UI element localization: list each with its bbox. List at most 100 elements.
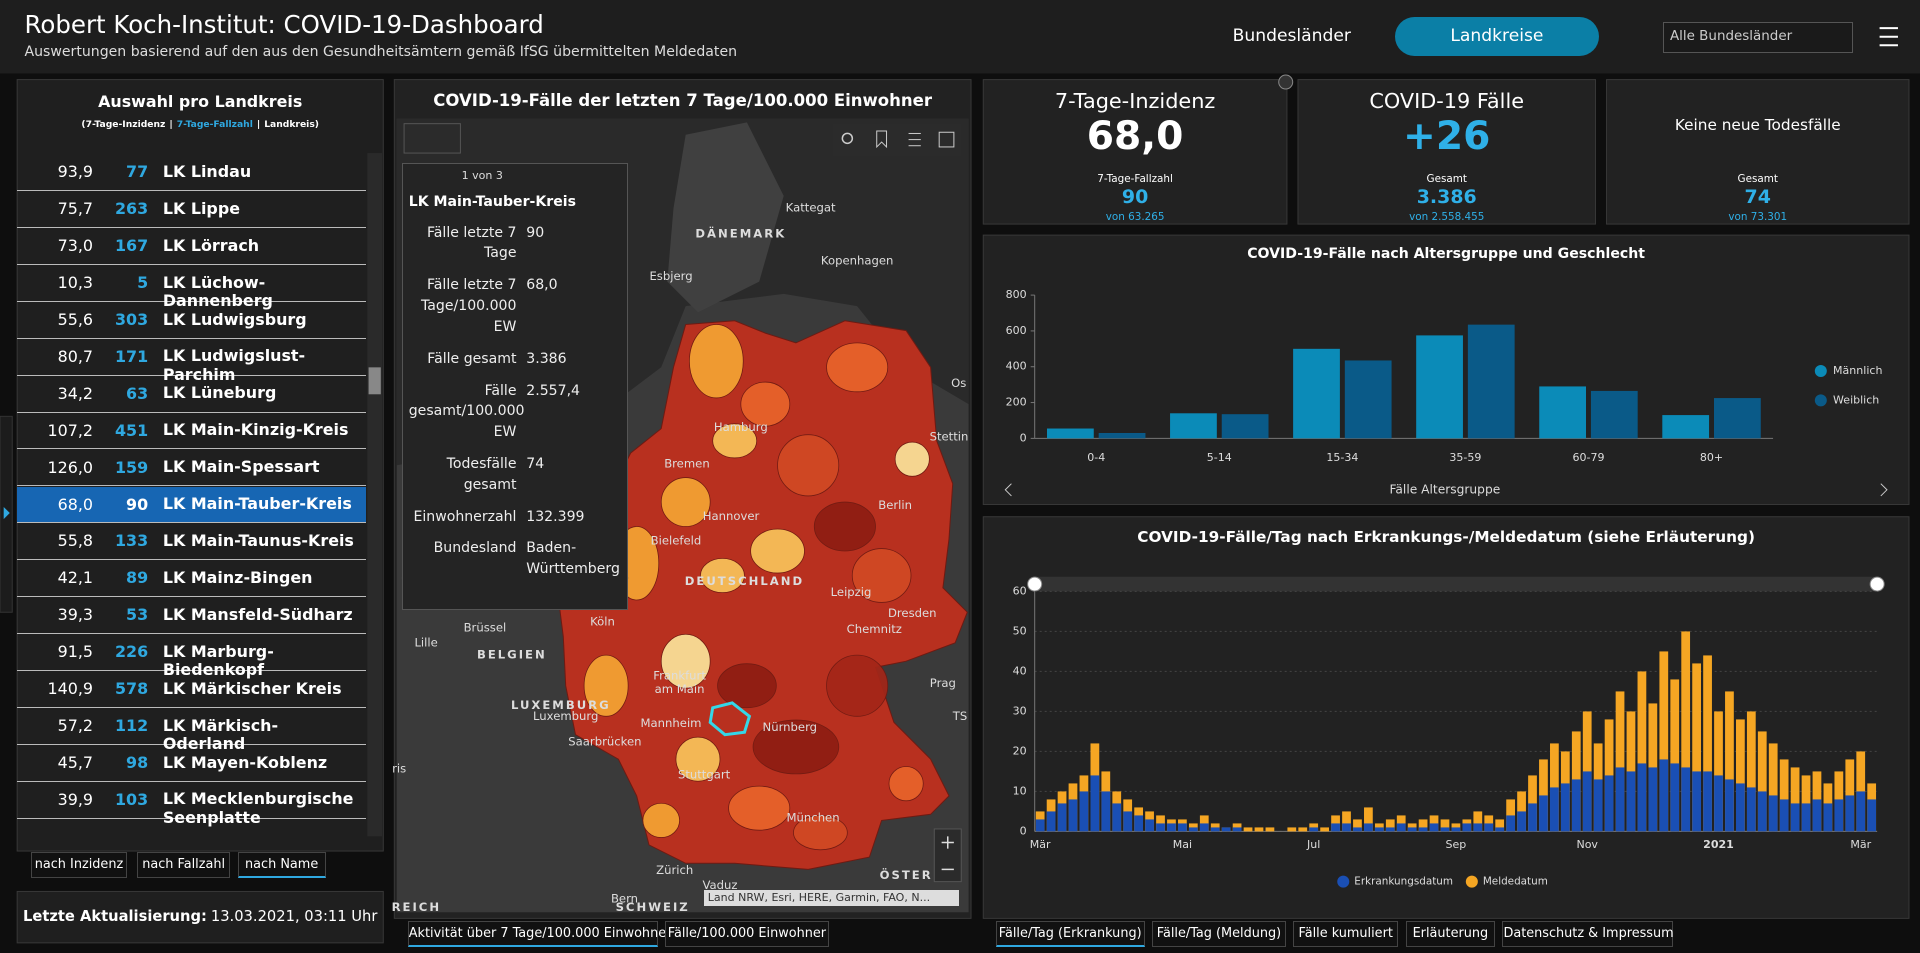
x-tick-label: Nov xyxy=(1576,838,1598,851)
map-label: Stettin xyxy=(930,430,969,444)
map-region xyxy=(675,736,721,782)
bar xyxy=(1670,763,1680,832)
bottom-tab[interactable]: Fälle/Tag (Meldung) xyxy=(1152,920,1286,947)
bar xyxy=(1101,791,1111,832)
list-subtitle-part: Landkreis) xyxy=(264,118,319,130)
popup-title: LK Main-Tauber-Kreis xyxy=(408,194,576,211)
list-row[interactable]: 80,7 171 LK Ludwigslust-Parchim xyxy=(17,339,367,384)
bottom-tab[interactable]: Erläuterung xyxy=(1405,920,1496,947)
list-row[interactable]: 91,5 226 LK Marburg-Biedenkopf xyxy=(17,634,367,679)
x-tick-label: Mär xyxy=(1850,838,1871,851)
map-tab[interactable]: Fälle/100.000 Einwohner xyxy=(664,920,829,947)
list-row[interactable]: 55,8 133 LK Main-Taunus-Kreis xyxy=(17,523,367,561)
bar xyxy=(1790,803,1800,832)
list-row[interactable]: 126,0 159 LK Main-Spessart xyxy=(17,450,367,487)
map-label: SCHWEIZ xyxy=(616,900,690,914)
map-region xyxy=(660,477,711,527)
bar xyxy=(1539,386,1587,439)
name: LK Lüchow-Dannenberg xyxy=(162,272,273,310)
legend-label: Weiblich xyxy=(1833,393,1879,406)
range-handle xyxy=(1869,576,1885,592)
card-sub-total: von 73.301 xyxy=(1728,210,1788,223)
cases: 303 xyxy=(114,309,149,329)
legend-label: Meldedatum xyxy=(1483,876,1548,888)
x-tick-label: 35-59 xyxy=(1449,451,1481,464)
list-row[interactable]: 93,9 77 LK Lindau xyxy=(17,154,367,191)
name: LK Lindau xyxy=(162,161,252,181)
bar xyxy=(1385,827,1395,832)
bar xyxy=(1320,827,1330,832)
bar xyxy=(1593,779,1603,832)
y-tick-label: 600 xyxy=(1006,324,1027,337)
list-row[interactable]: 39,3 53 LK Mansfeld-Südharz xyxy=(17,597,367,635)
bar xyxy=(1145,819,1154,832)
update-panel xyxy=(16,890,384,944)
name: LK Mecklenburgische Seenplatte xyxy=(162,789,354,827)
bottom-tab[interactable]: Fälle kumuliert xyxy=(1293,920,1399,947)
cases: 226 xyxy=(114,642,149,662)
list-row[interactable]: 140,9 578 LK Märkischer Kreis xyxy=(17,671,367,708)
list-row[interactable]: 45,7 98 LK Mayen-Koblenz xyxy=(17,745,367,782)
map-label: am Main xyxy=(655,682,705,696)
bar xyxy=(1539,795,1548,832)
scrollbar-thumb xyxy=(368,367,381,395)
tab-bundeslaender[interactable]: Bundesländer xyxy=(1232,26,1351,47)
popup-field-label: Einwohnerzahl xyxy=(413,508,517,525)
dropdown[interactable]: Alle Bundesländer xyxy=(1662,22,1853,53)
list-row[interactable]: 42,1 89 LK Mainz-Bingen xyxy=(17,560,367,598)
list-row[interactable]: 57,2 112 LK Märkisch-Oderland xyxy=(17,708,367,753)
bar xyxy=(1440,819,1450,832)
list-row[interactable]: 107,2 451 LK Main-Kinzig-Kreis xyxy=(17,413,367,450)
list-row[interactable]: 39,9 103 LK Mecklenburgische Seenplatte xyxy=(17,782,367,827)
search-icon xyxy=(841,132,854,145)
list-row[interactable]: 10,3 5 LK Lüchow-Dannenberg xyxy=(17,265,367,310)
zoom-plus xyxy=(941,836,954,849)
cases: 133 xyxy=(114,531,149,551)
tab-landkreise[interactable]: Landkreise xyxy=(1394,17,1600,57)
bar xyxy=(1416,335,1463,439)
legend-swatch xyxy=(1814,365,1827,378)
map-label: TS xyxy=(952,709,967,723)
map-tab[interactable]: Aktivität über 7 Tage/100.000 Einwohner xyxy=(407,920,671,947)
map-label: Mannheim xyxy=(641,716,702,730)
list-row[interactable]: 75,7 263 LK Lippe xyxy=(17,191,367,228)
x-tick-label: Mai xyxy=(1173,838,1192,851)
list-row[interactable]: 68,0 90 LK Main-Tauber-Kreis xyxy=(17,486,367,524)
sort-button[interactable]: nach Fallzahl xyxy=(137,852,231,878)
bar xyxy=(1571,779,1581,832)
cases: 63 xyxy=(126,383,149,403)
name: LK Lörrach xyxy=(162,235,260,255)
bar xyxy=(1506,815,1515,832)
popup-field-label: Bundesland xyxy=(433,540,517,557)
bottom-tab[interactable]: Fälle/Tag (Erkrankung) xyxy=(995,920,1145,947)
incidence: 75,7 xyxy=(57,199,94,219)
bottom-tab[interactable]: Datenschutz & Impressum xyxy=(1502,920,1674,947)
bar xyxy=(1156,823,1165,832)
card-sub-total: von 63.265 xyxy=(1105,210,1165,223)
name: LK Mansfeld-Südharz xyxy=(162,604,353,624)
bar xyxy=(1342,811,1351,832)
sort-button[interactable]: nach Inzidenz xyxy=(30,852,128,878)
map-label: DEUTSCHLAND xyxy=(685,574,804,588)
header-subtitle: Auswertungen basierend auf den aus den G… xyxy=(24,44,738,61)
map-label: ÖSTER xyxy=(880,867,933,882)
map-label: Hamburg xyxy=(714,420,768,434)
sort-button[interactable]: nach Name xyxy=(237,852,326,878)
side-tab-arrow xyxy=(3,506,10,520)
bar xyxy=(1232,827,1242,832)
y-tick-label: 20 xyxy=(1013,744,1027,757)
map-label: Zürich xyxy=(656,863,693,877)
map-region xyxy=(717,663,777,709)
popup-field-value: Baden-Württemberg xyxy=(526,540,620,578)
map-region xyxy=(583,654,629,717)
bar xyxy=(1342,823,1351,832)
card-sub-label: 7-Tage-Fallzahl xyxy=(1097,172,1173,185)
bar xyxy=(1560,783,1570,832)
list-row[interactable]: 55,6 303 LK Ludwigsburg xyxy=(17,302,367,339)
bar xyxy=(1385,819,1395,832)
list-row[interactable]: 73,0 167 LK Lörrach xyxy=(17,228,367,265)
list-row[interactable]: 34,2 63 LK Lüneburg xyxy=(17,376,367,413)
bar xyxy=(1681,631,1691,832)
update-value: 13.03.2021, 03:11 Uhr xyxy=(210,908,378,926)
bar xyxy=(1703,771,1712,832)
